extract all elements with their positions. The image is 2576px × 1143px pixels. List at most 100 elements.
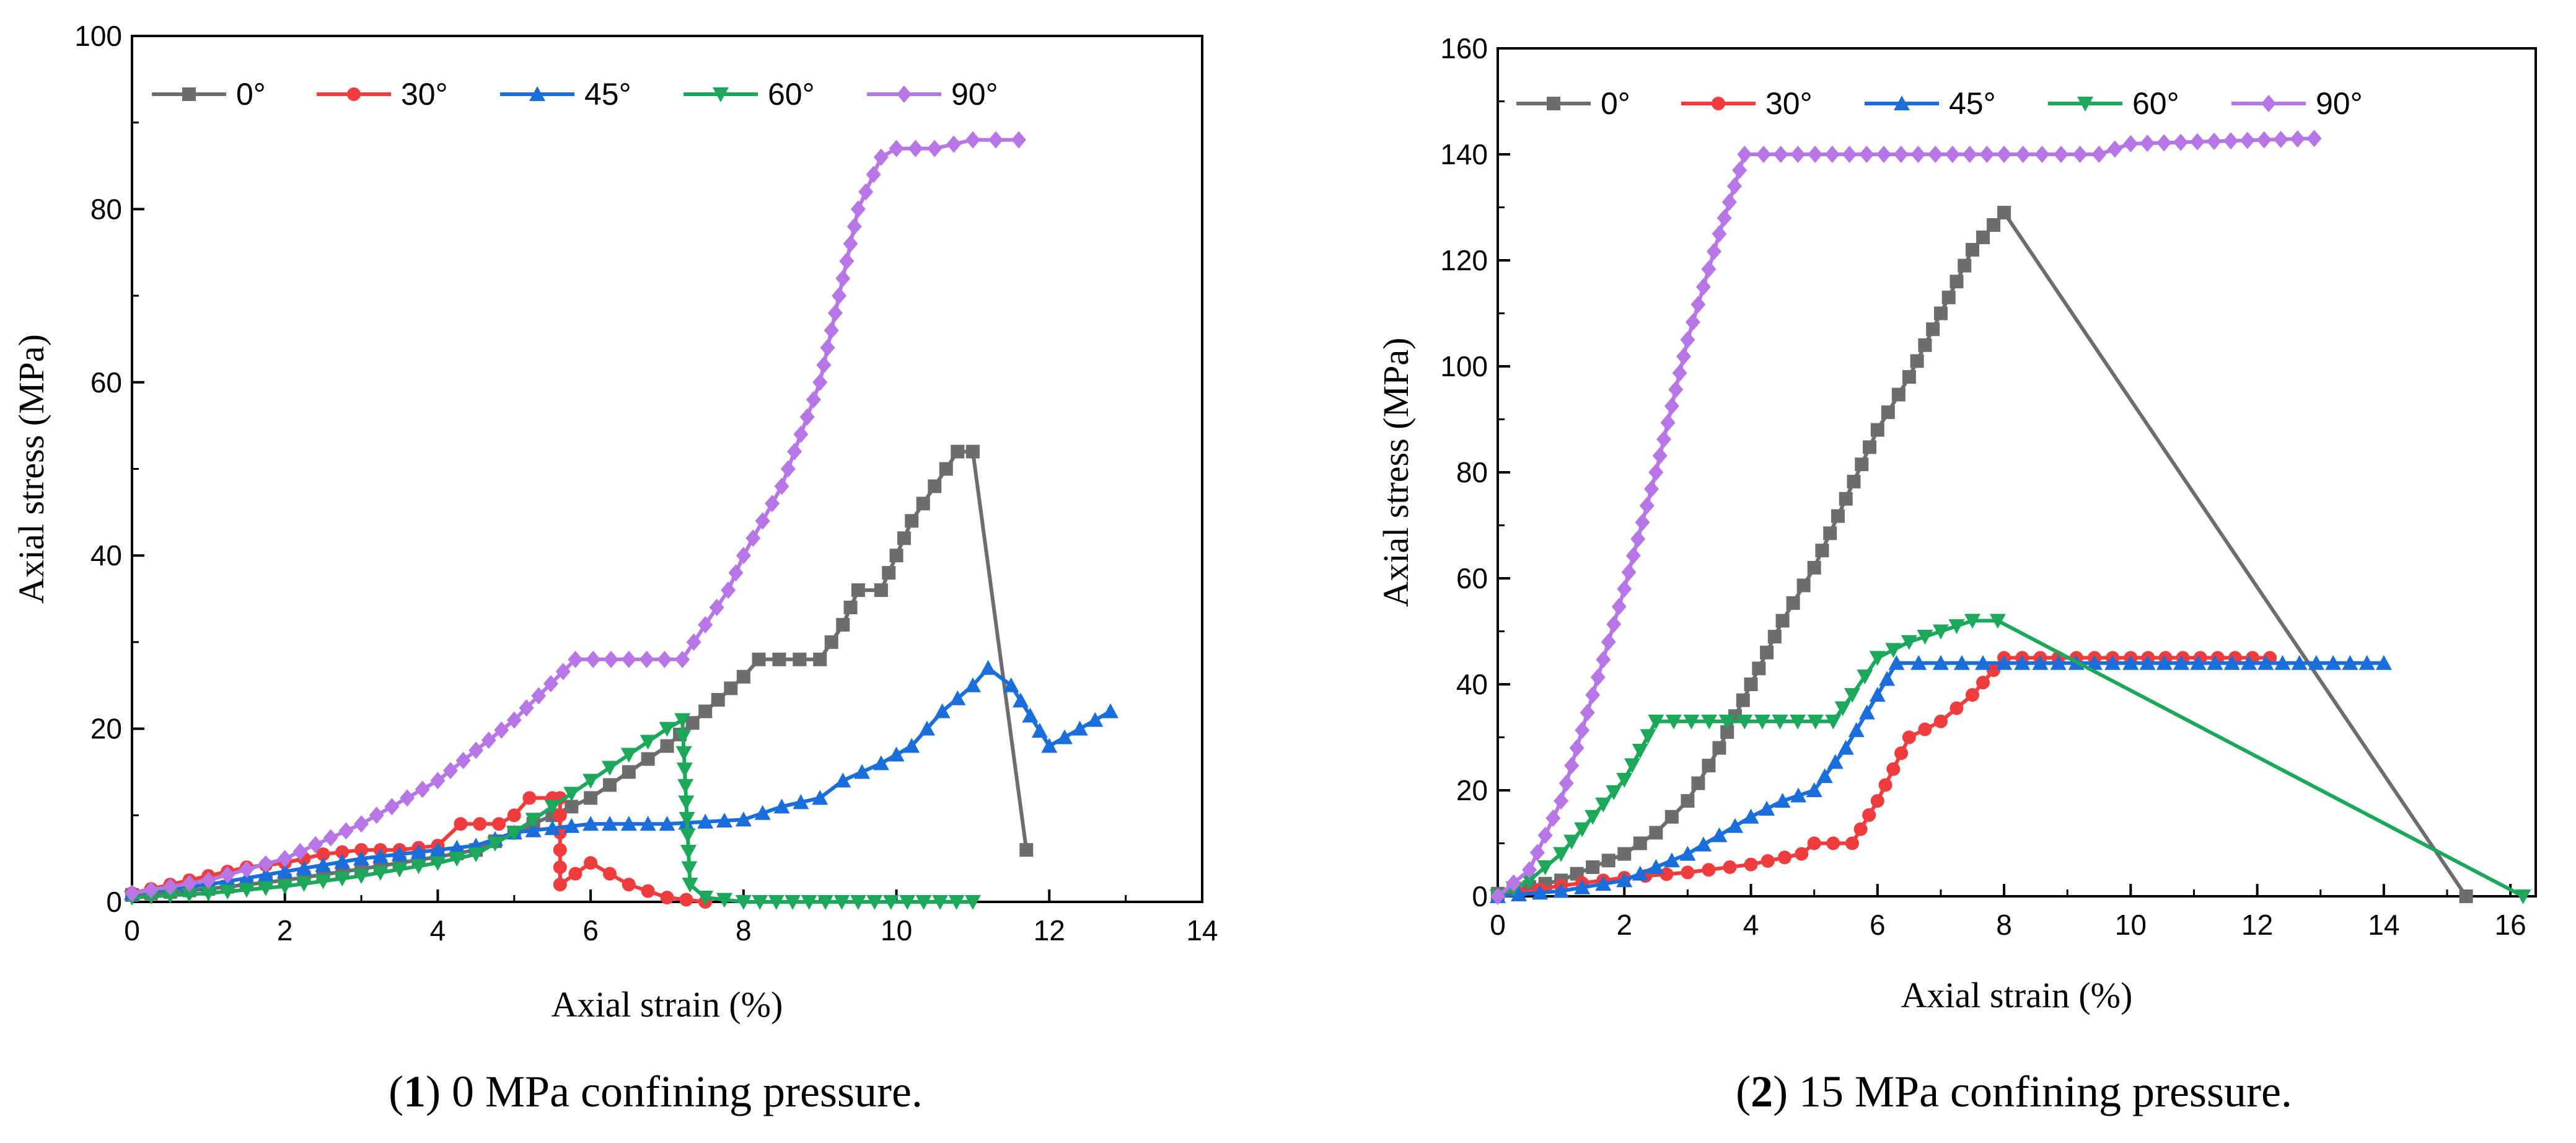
legend-label: 90° <box>951 77 998 112</box>
data-point <box>641 752 655 766</box>
data-point <box>1948 619 1965 634</box>
data-point <box>675 650 690 668</box>
data-point <box>2053 146 2068 163</box>
data-point <box>1652 447 1668 465</box>
data-point <box>698 704 713 718</box>
data-point <box>1950 275 1964 289</box>
data-point <box>773 798 790 814</box>
data-point <box>1966 688 1980 702</box>
data-point <box>1511 886 1528 902</box>
series-line <box>131 449 1029 897</box>
data-point <box>659 816 675 831</box>
data-point <box>850 895 866 910</box>
data-point <box>1743 808 1759 824</box>
data-point <box>765 495 780 513</box>
data-point <box>563 818 580 833</box>
data-point <box>1720 725 1734 739</box>
data-point <box>1807 560 1821 575</box>
series-line <box>1497 211 2468 898</box>
x-tick-label: 2 <box>277 914 293 947</box>
data-point <box>918 720 935 736</box>
data-point <box>2139 655 2156 670</box>
data-point <box>964 677 981 692</box>
data-point <box>369 806 384 824</box>
data-point <box>1632 743 1648 759</box>
data-point <box>1790 787 1807 803</box>
data-point <box>1672 364 1687 382</box>
data-point <box>1648 858 1664 874</box>
x-tick-label: 8 <box>736 914 752 947</box>
data-point <box>522 791 537 805</box>
data-point <box>1918 722 1932 736</box>
data-point <box>1717 209 1732 227</box>
data-point <box>1681 794 1695 808</box>
data-point <box>1772 714 1788 730</box>
data-point <box>639 650 654 668</box>
data-point <box>1996 655 2013 670</box>
data-point <box>449 839 465 855</box>
data-point <box>882 895 899 910</box>
data-point <box>506 826 522 841</box>
data-point <box>1003 677 1019 692</box>
data-point <box>698 616 713 633</box>
data-point <box>640 816 656 831</box>
data-point <box>410 844 427 859</box>
data-point <box>220 866 235 884</box>
data-point <box>793 794 809 810</box>
data-point <box>1664 810 1679 824</box>
data-point <box>1964 614 1981 629</box>
data-point <box>1876 146 1892 163</box>
data-point <box>1071 720 1088 736</box>
data-point <box>1087 712 1104 727</box>
data-point <box>1910 354 1924 368</box>
data-point <box>1987 663 2001 677</box>
data-point <box>1721 193 1737 211</box>
data-point <box>621 650 636 668</box>
data-point <box>543 674 558 692</box>
data-point <box>544 820 561 836</box>
data-point <box>565 800 579 814</box>
data-point <box>1585 810 1601 825</box>
data-point <box>2515 889 2531 904</box>
data-point <box>755 512 770 530</box>
data-point <box>2459 889 2473 903</box>
data-point <box>602 778 617 792</box>
data-point <box>1863 440 1877 454</box>
data-point <box>1586 860 1600 874</box>
legend-marker <box>1712 97 1725 110</box>
data-point <box>506 711 522 729</box>
data-point <box>768 895 785 910</box>
data-point <box>1019 843 1034 857</box>
y-tick-label: 60 <box>90 366 122 399</box>
data-point <box>833 895 850 910</box>
data-point <box>835 772 851 788</box>
data-point <box>1795 847 1809 861</box>
legend-label: 30° <box>401 77 448 112</box>
data-point <box>296 876 312 892</box>
data-point <box>1962 146 1977 163</box>
y-tick-label: 0 <box>1472 880 1488 912</box>
data-point <box>335 845 349 859</box>
data-point <box>1532 885 1549 900</box>
data-point <box>2156 655 2173 670</box>
data-point <box>239 860 255 878</box>
data-point <box>674 713 691 728</box>
data-point <box>201 872 216 889</box>
data-point <box>2223 132 2238 150</box>
data-point <box>481 731 496 749</box>
data-point <box>679 893 693 907</box>
data-point <box>735 895 752 910</box>
data-point <box>620 816 637 831</box>
x-axis-title: Axial strain (%) <box>1901 975 2133 1015</box>
data-point <box>660 891 674 905</box>
data-point <box>1676 347 1692 365</box>
data-point <box>292 842 308 860</box>
x-tick-label: 14 <box>1186 914 1218 947</box>
data-point <box>939 462 953 476</box>
data-point <box>1011 131 1026 149</box>
x-tick-label: 0 <box>124 914 140 947</box>
data-point <box>1775 614 1790 628</box>
data-point <box>724 681 738 695</box>
data-point <box>354 815 369 833</box>
data-point <box>754 805 771 820</box>
